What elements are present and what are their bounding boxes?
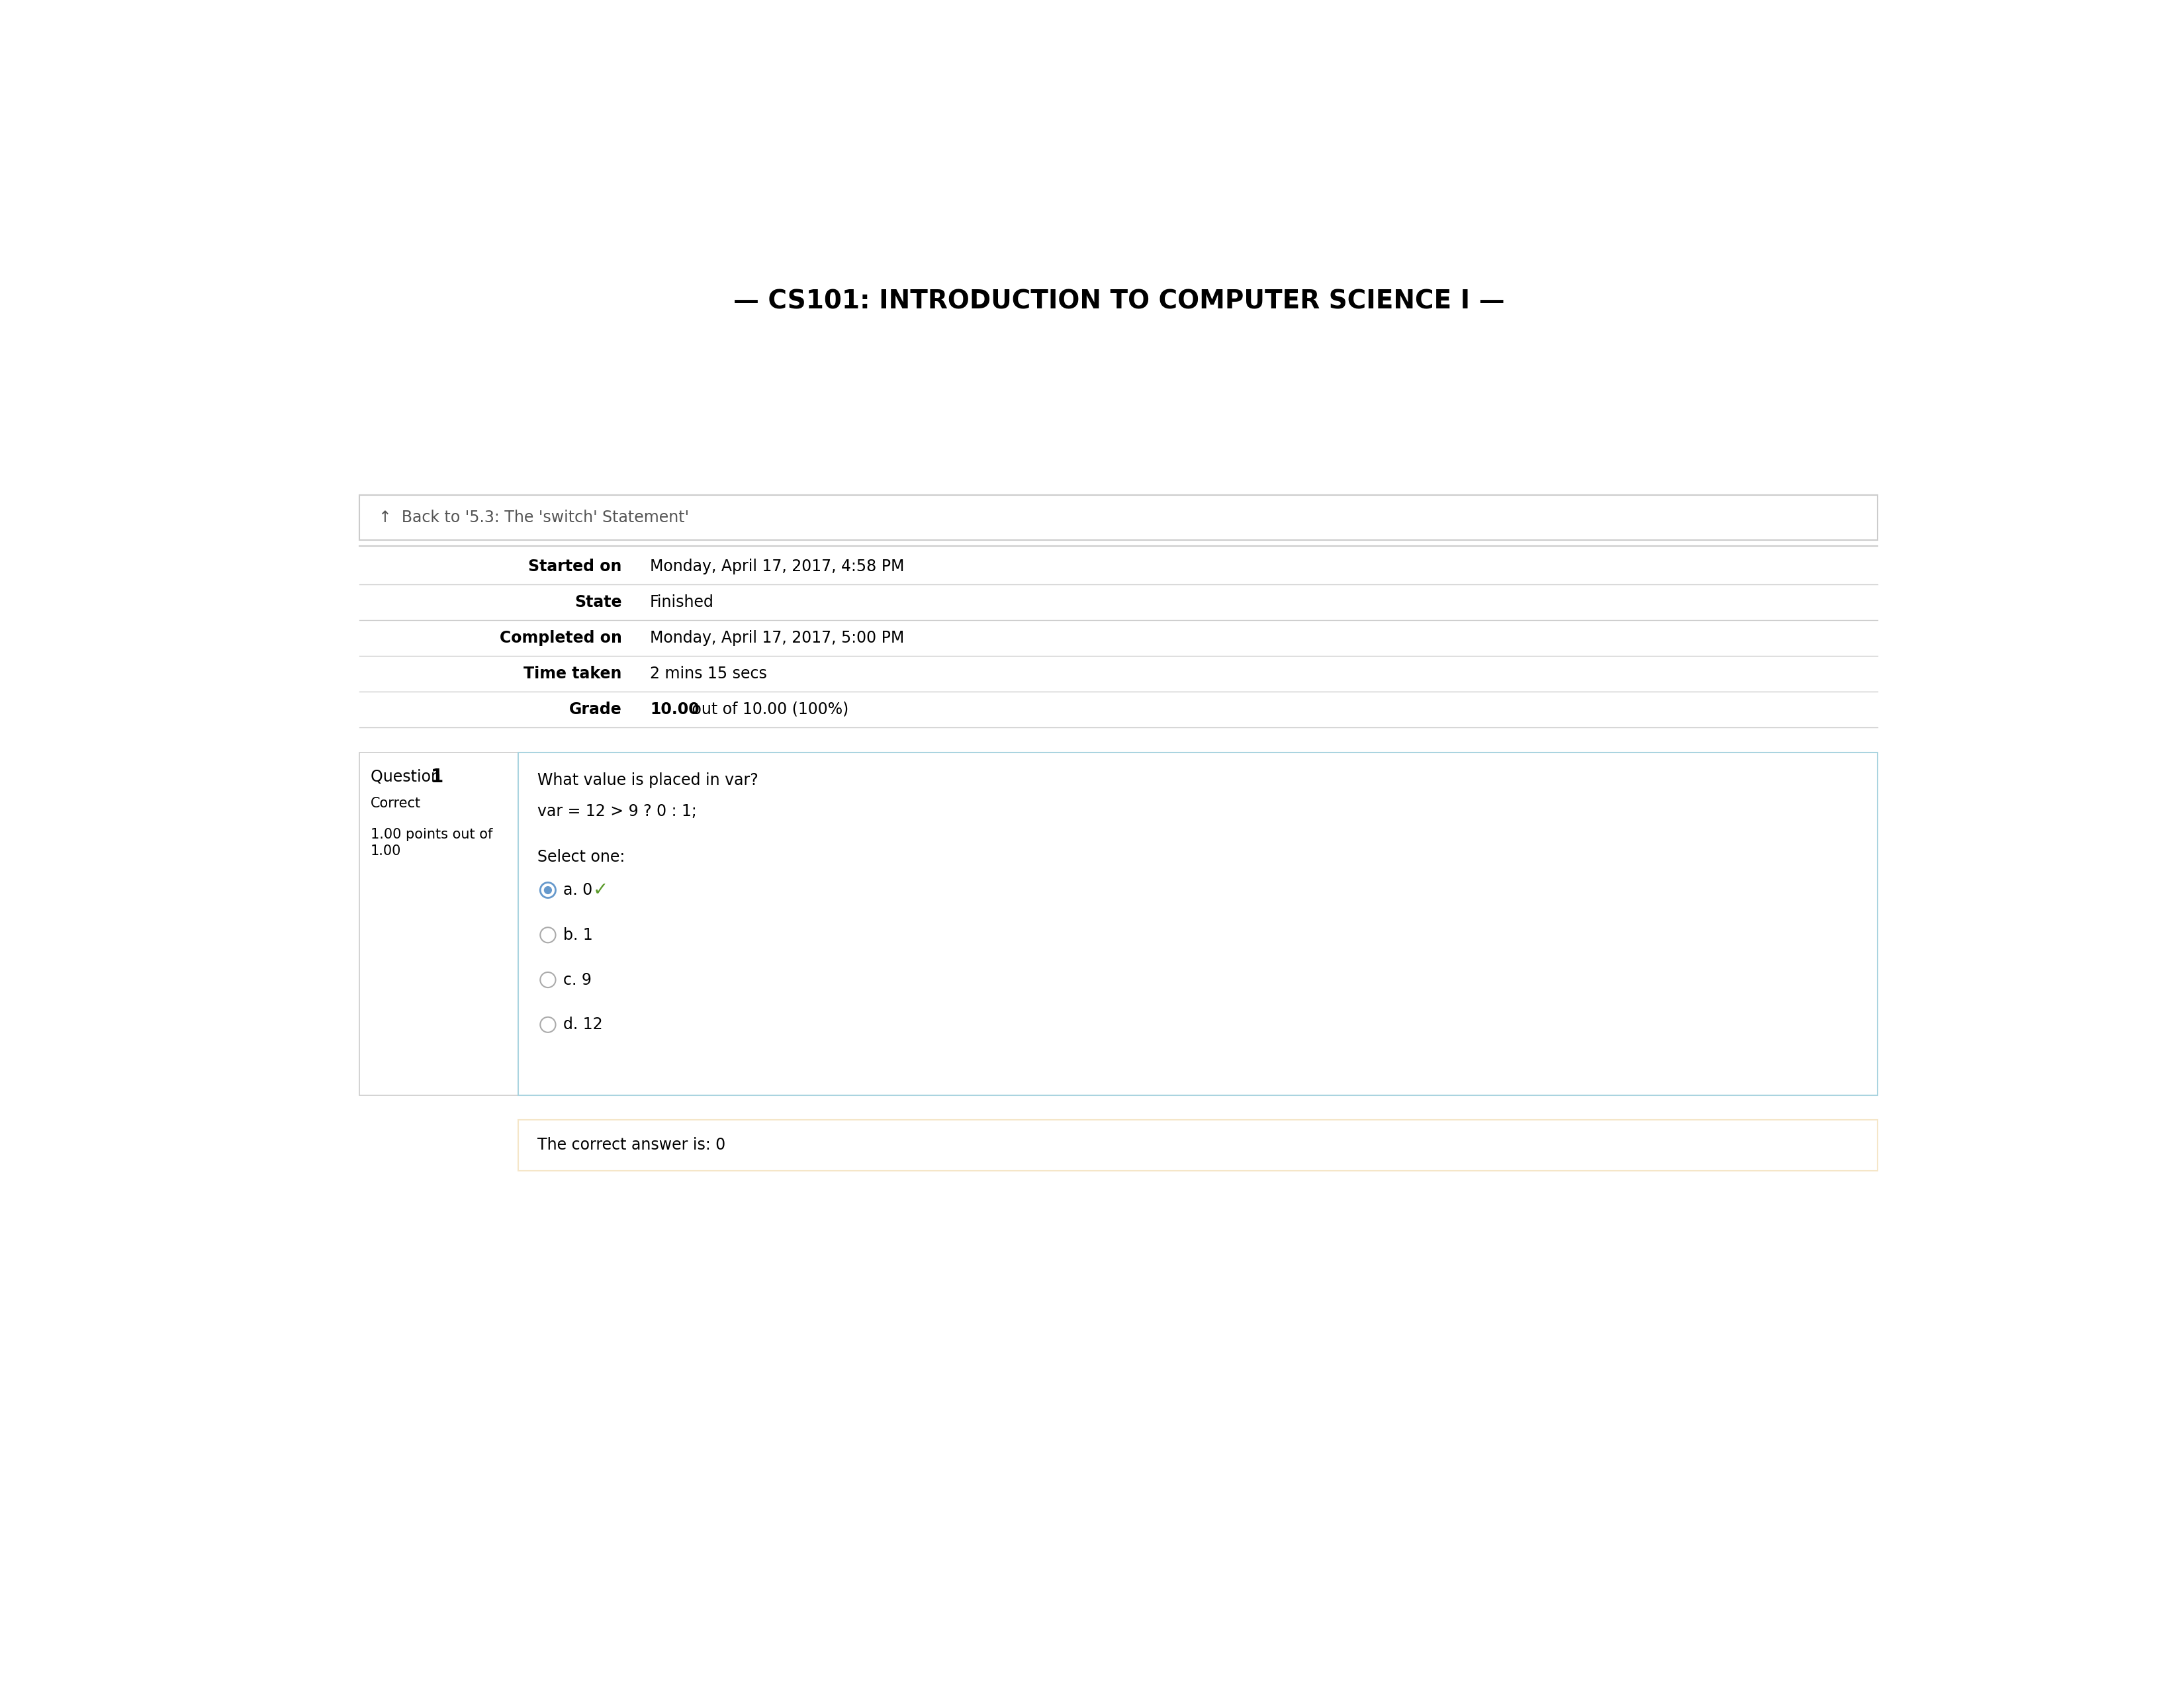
Text: a. 0: a. 0 <box>563 883 592 898</box>
Text: Started on: Started on <box>529 559 622 575</box>
Text: — CS101: INTRODUCTION TO COMPUTER SCIENCE I —: — CS101: INTRODUCTION TO COMPUTER SCIENC… <box>734 290 1505 313</box>
Text: d. 12: d. 12 <box>563 1016 603 1033</box>
Text: The correct answer is: 0: The correct answer is: 0 <box>537 1137 725 1153</box>
Text: Monday, April 17, 2017, 4:58 PM: Monday, April 17, 2017, 4:58 PM <box>651 559 904 575</box>
Text: var = 12 > 9 ? 0 : 1;: var = 12 > 9 ? 0 : 1; <box>537 804 697 819</box>
Text: Question: Question <box>371 768 446 785</box>
Text: Completed on: Completed on <box>500 630 622 645</box>
Text: What value is placed in var?: What value is placed in var? <box>537 773 758 789</box>
Text: ↑  Back to '5.3: The 'switch' Statement': ↑ Back to '5.3: The 'switch' Statement' <box>378 509 690 526</box>
FancyBboxPatch shape <box>518 1119 1878 1171</box>
Text: 2 mins 15 secs: 2 mins 15 secs <box>651 666 767 681</box>
FancyBboxPatch shape <box>358 495 1878 541</box>
Text: ✓: ✓ <box>594 881 609 900</box>
FancyBboxPatch shape <box>358 753 518 1095</box>
Text: c. 9: c. 9 <box>563 972 592 987</box>
FancyBboxPatch shape <box>518 753 1878 1095</box>
Text: 1: 1 <box>430 768 443 787</box>
Text: Correct: Correct <box>371 797 422 810</box>
Text: 1.00: 1.00 <box>371 844 402 858</box>
Text: 1.00 points out of: 1.00 points out of <box>371 827 491 841</box>
Text: out of 10.00 (100%): out of 10.00 (100%) <box>688 701 850 718</box>
Text: State: State <box>574 595 622 610</box>
Text: Monday, April 17, 2017, 5:00 PM: Monday, April 17, 2017, 5:00 PM <box>651 630 904 645</box>
Text: Select one:: Select one: <box>537 849 625 864</box>
Text: Grade: Grade <box>570 701 622 718</box>
Text: 10.00: 10.00 <box>651 701 699 718</box>
Text: Time taken: Time taken <box>524 666 622 681</box>
Text: b. 1: b. 1 <box>563 927 592 944</box>
Circle shape <box>544 886 553 893</box>
Text: Finished: Finished <box>651 595 714 610</box>
